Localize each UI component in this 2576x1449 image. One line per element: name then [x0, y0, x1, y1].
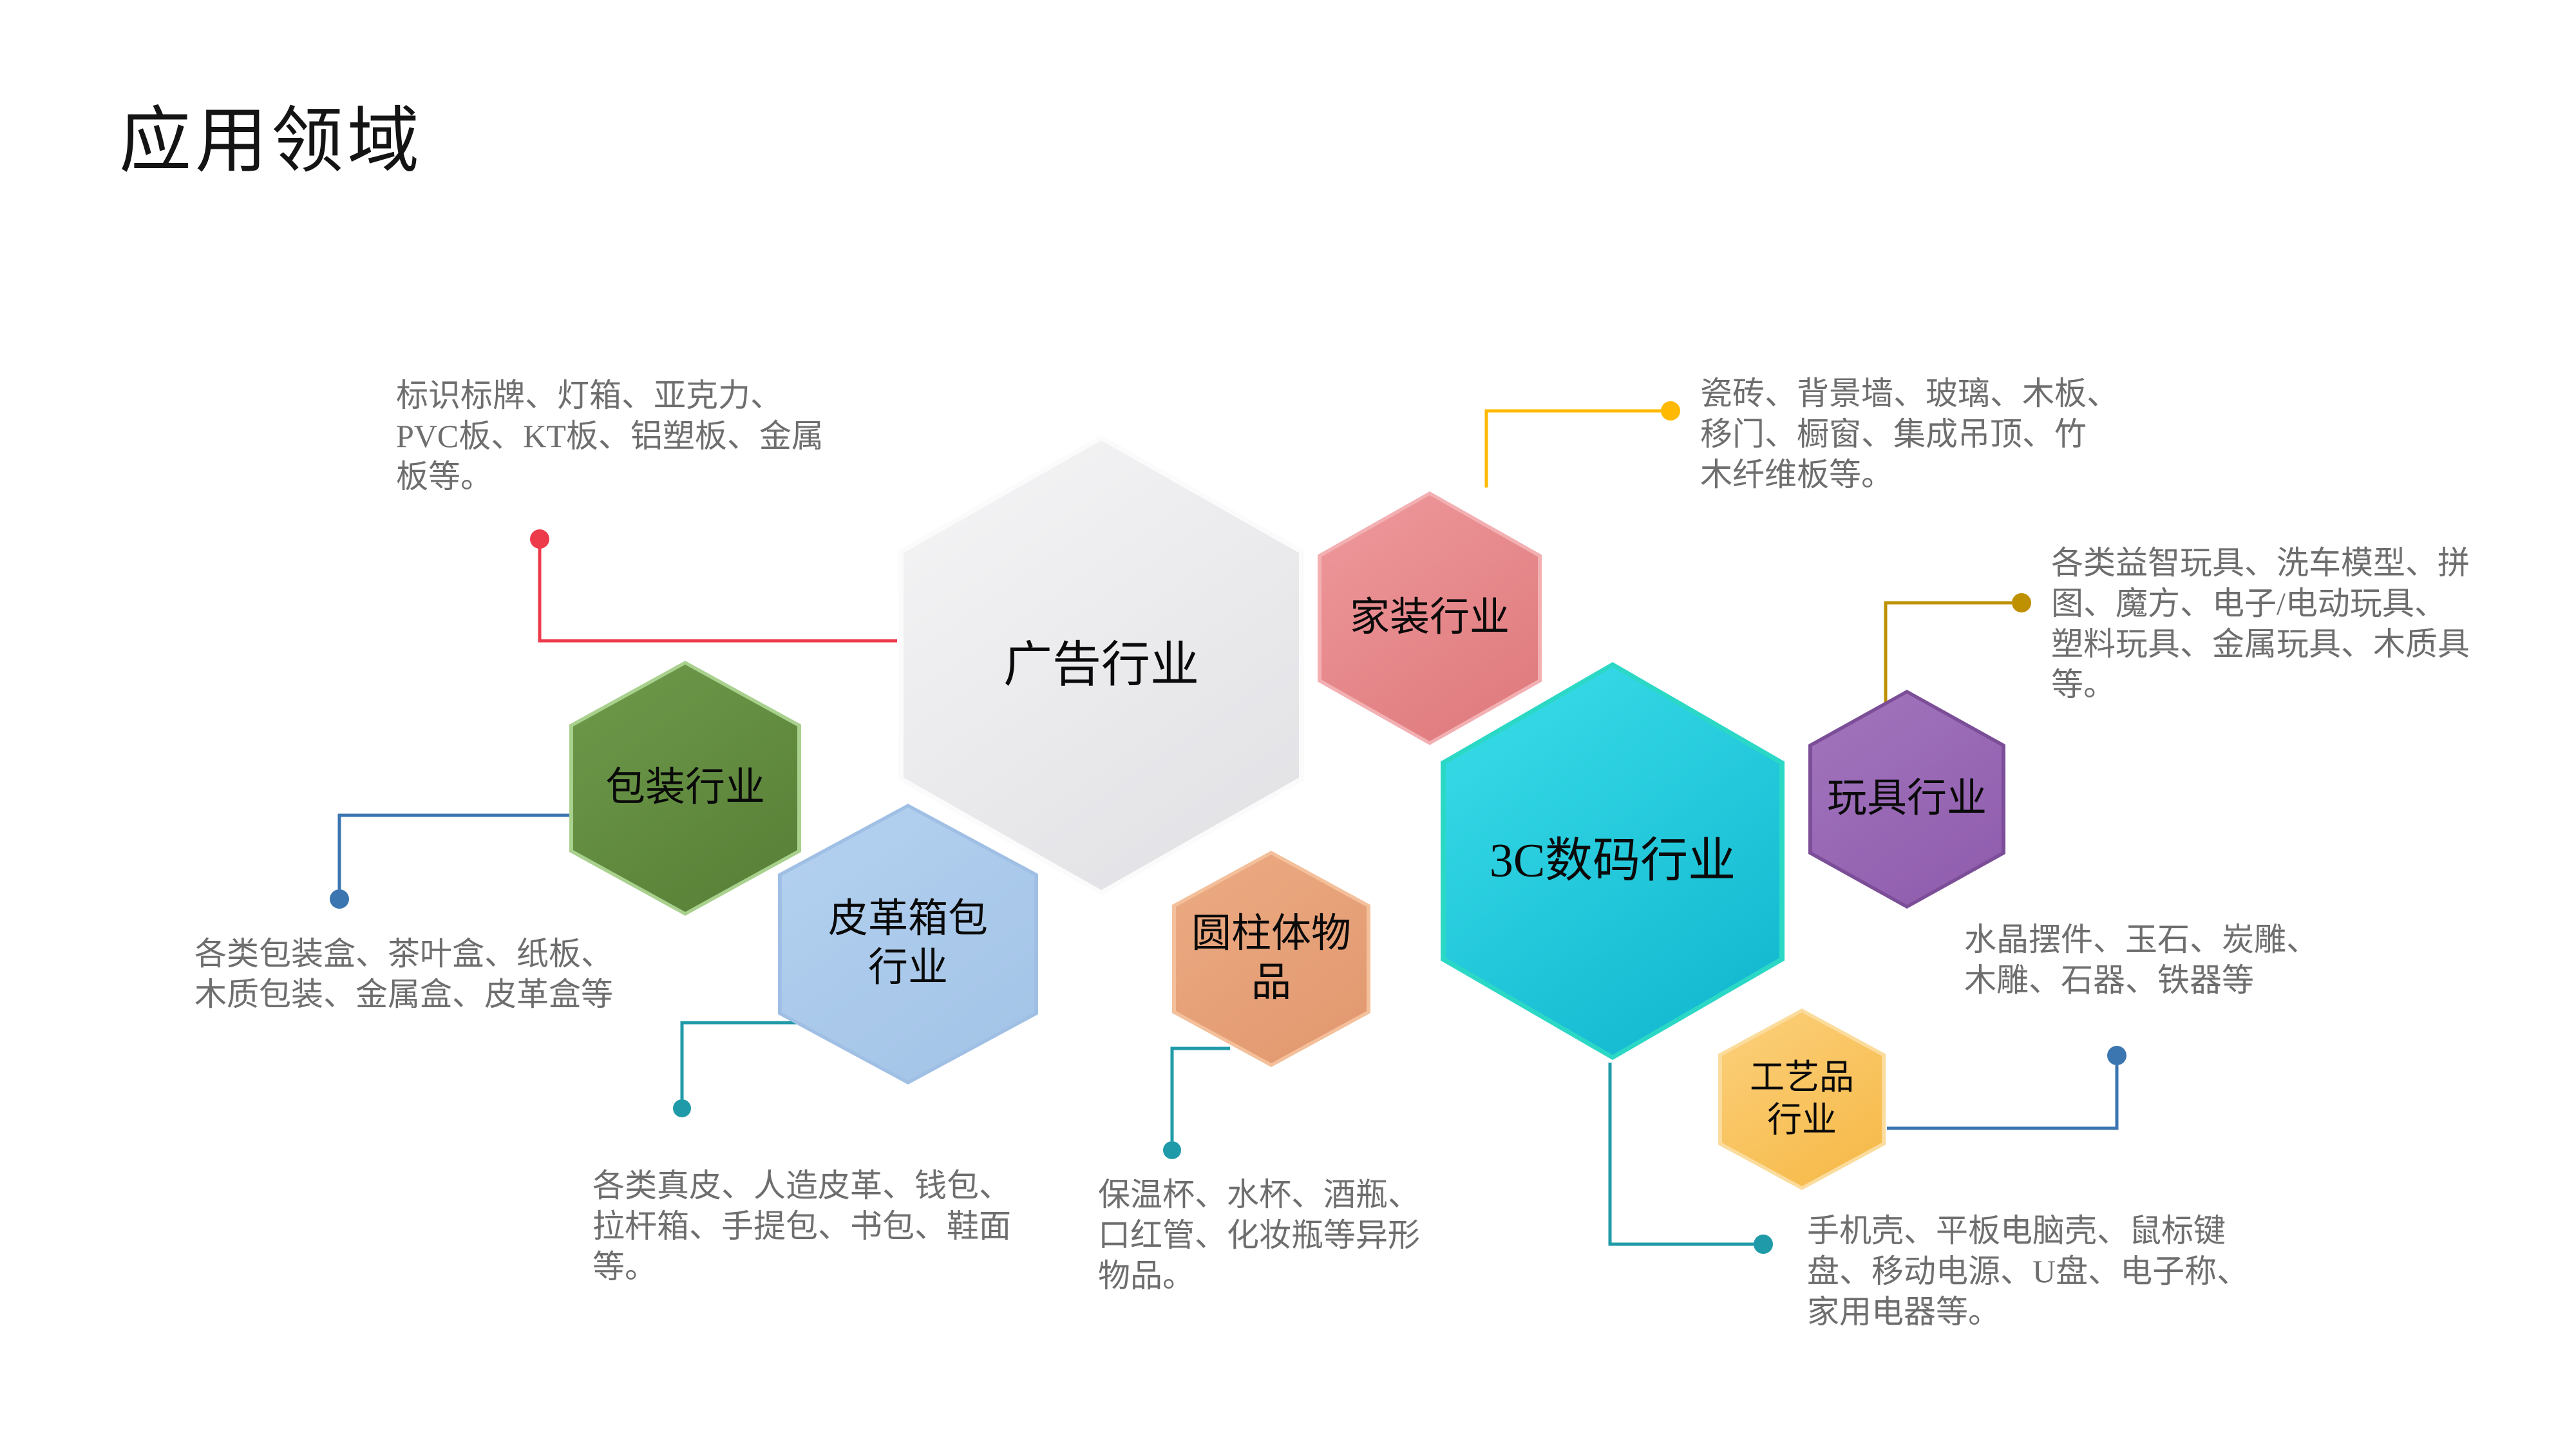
hexagon-face-advertising: 广告行业 — [904, 440, 1299, 890]
hexagon-face-toys: 玩具行业 — [1812, 694, 2002, 905]
annotation-packaging: 各类包装盒、茶叶盒、纸板、 木质包装、金属盒、皮革盒等 — [194, 936, 613, 1012]
annotation-c3digital: 手机壳、平板电脑壳、鼠标键 盘、移动电源、U盘、电子称、 家用电器等。 — [1807, 1213, 2249, 1330]
hexagon-leather: 皮革箱包 行业 — [778, 804, 1038, 1084]
callout-dot-leather — [673, 1099, 691, 1117]
connector-line-leather — [680, 1021, 797, 1099]
connector-line-home — [1484, 409, 1661, 488]
hexagon-face-packaging: 包装行业 — [573, 665, 797, 912]
annotation-cylinder: 保温杯、水杯、酒瓶、 口红管、化妆瓶等异形 物品。 — [1098, 1177, 1420, 1294]
hexagon-packaging: 包装行业 — [569, 661, 801, 916]
hexagon-face-c3digital: 3C数码行业 — [1446, 667, 1779, 1055]
annotation-crafts: 水晶摆件、玉石、炭雕、 木雕、石器、铁器等 — [1964, 922, 2318, 998]
hexagon-label-c3digital: 3C数码行业 — [1489, 834, 1736, 887]
callout-dot-toys — [2012, 593, 2031, 612]
annotation-advertising: 标识标牌、灯箱、亚克力、 PVC板、KT板、铝塑板、金属 板等。 — [396, 377, 824, 495]
hexagon-advertising: 广告行业 — [898, 435, 1304, 895]
hexagon-label-advertising: 广告行业 — [1003, 638, 1199, 692]
connector-line-advertising — [538, 548, 897, 643]
callout-dot-crafts — [2107, 1046, 2126, 1065]
hexagon-label-leather: 皮革箱包 行业 — [828, 897, 988, 990]
hexagon-label-home: 家装行业 — [1349, 596, 1510, 640]
connector-line-packaging — [337, 813, 573, 889]
annotation-toys: 各类益智玩具、洗车模型、拼 图、魔方、电子/电动玩具、 塑料玩具、金属玩具、木质… — [2051, 545, 2470, 703]
callout-dot-c3digital — [1754, 1235, 1773, 1254]
callout-dot-home — [1661, 401, 1680, 421]
annotation-leather: 各类真皮、人造皮革、钱包、 拉杆箱、手提包、书包、鞋面 等。 — [592, 1168, 1011, 1285]
hexagon-face-crafts: 工艺品 行业 — [1722, 1012, 1882, 1186]
hexagon-home: 家装行业 — [1318, 491, 1542, 745]
hexagon-face-leather: 皮革箱包 行业 — [782, 808, 1034, 1081]
connector-line-cylinder — [1170, 1046, 1230, 1141]
hexagon-face-cylinder: 圆柱体物 品 — [1176, 855, 1367, 1063]
hexagon-toys: 玩具行业 — [1808, 690, 2005, 909]
hexagon-label-packaging: 包装行业 — [605, 766, 765, 810]
hexagon-c3digital: 3C数码行业 — [1441, 662, 1785, 1060]
hexagon-label-cylinder: 圆柱体物 品 — [1191, 912, 1351, 1005]
hexagon-label-toys: 玩具行业 — [1826, 777, 1987, 821]
annotation-home: 瓷砖、背景墙、玻璃、木板、 移门、橱窗、集成吊顶、竹 木纤维板等。 — [1700, 375, 2119, 493]
hexagon-face-home: 家装行业 — [1321, 495, 1538, 741]
connector-line-crafts — [1887, 1065, 2119, 1130]
hexagon-crafts: 工艺品 行业 — [1718, 1009, 1886, 1190]
callout-dot-cylinder — [1163, 1141, 1181, 1159]
page-title: 应用领域 — [119, 102, 423, 182]
callout-dot-advertising — [530, 529, 549, 549]
hexagon-cylinder: 圆柱体物 品 — [1172, 851, 1370, 1067]
hexagon-label-crafts: 工艺品 行业 — [1750, 1058, 1854, 1139]
callout-dot-packaging — [330, 889, 349, 909]
connector-line-toys — [1884, 601, 2012, 704]
